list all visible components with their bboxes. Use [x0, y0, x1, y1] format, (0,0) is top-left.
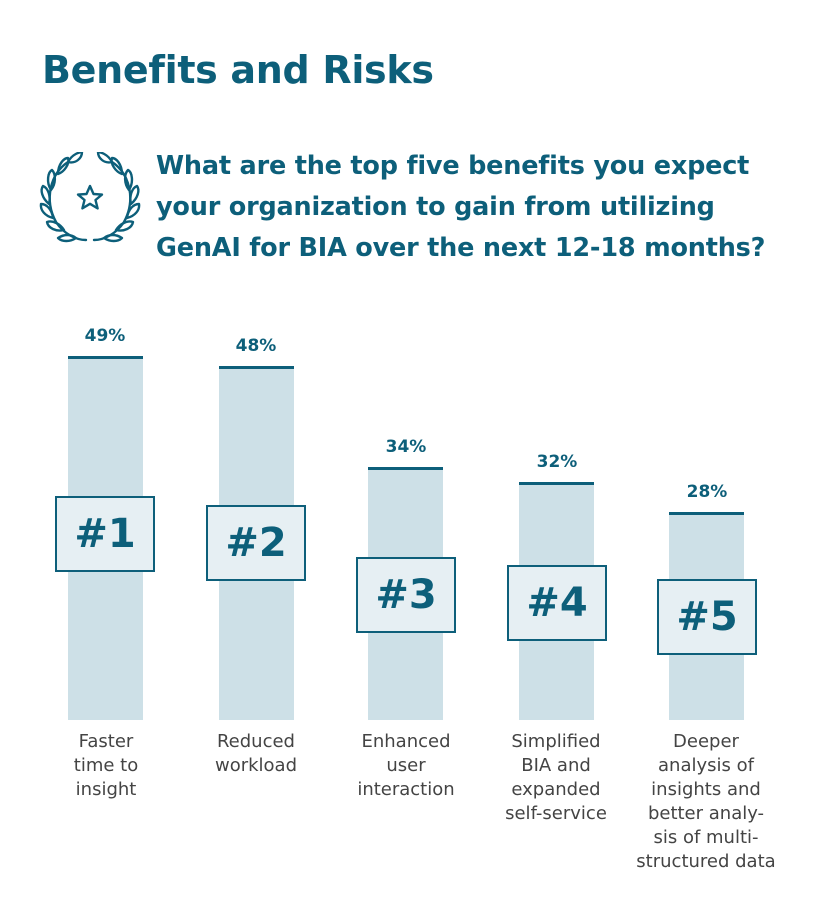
page-title: Benefits and Risks	[42, 48, 434, 92]
rank-badge-1: #1	[55, 496, 155, 572]
bar-category-label: Enhanced user interaction	[357, 731, 455, 800]
bar-category-label: Faster time to insight	[73, 731, 139, 800]
bar-value-label: 28%	[686, 482, 728, 502]
question-line-3: GenAI for BIA over the next 12-18 months…	[156, 233, 766, 263]
survey-question: What are the top five benefits you expec…	[156, 146, 796, 269]
bar-category-label: Simplified BIA and expanded self-service	[505, 731, 607, 824]
bar-category-label: Deeper analysis of insights and better a…	[636, 731, 776, 872]
rank-badge-5: #5	[657, 579, 757, 655]
bar-value-label: 32%	[536, 452, 578, 472]
bar-value-label: 34%	[385, 437, 427, 457]
question-line-1: What are the top five benefits you expec…	[156, 151, 750, 181]
rank-badge-4: #4	[507, 565, 607, 641]
rank-badge-3: #3	[356, 557, 456, 633]
rank-badge-2: #2	[206, 505, 306, 581]
bar-category-label: Reduced workload	[214, 731, 298, 776]
question-line-2: your organization to gain from utilizing	[156, 192, 715, 222]
bar-value-label: 48%	[235, 336, 277, 356]
laurel-wreath-star-icon	[38, 150, 142, 244]
bar-value-label: 49%	[84, 326, 126, 346]
